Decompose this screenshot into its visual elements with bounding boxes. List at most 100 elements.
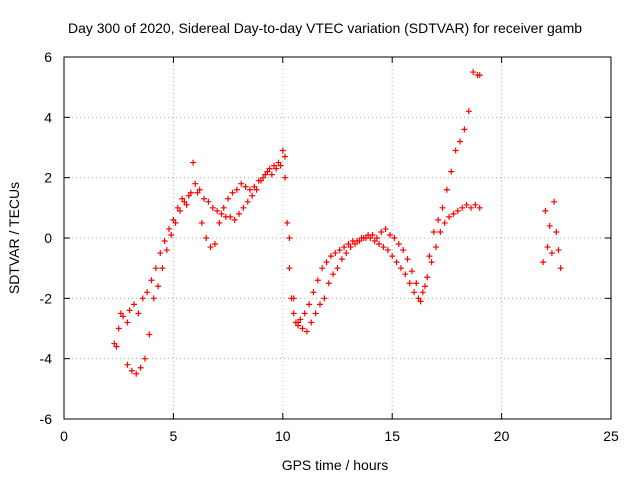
data-point: [393, 259, 400, 266]
data-point: [146, 331, 153, 338]
data-point: [271, 162, 278, 169]
x-tick-label: 5: [170, 428, 178, 444]
data-point: [185, 192, 192, 199]
data-point: [371, 238, 378, 245]
data-point: [161, 238, 168, 245]
data-point: [157, 250, 164, 257]
data-point: [255, 177, 262, 184]
data-point: [290, 310, 297, 317]
data-point: [332, 250, 339, 257]
data-point: [216, 219, 223, 226]
y-axis-label: SDTVAR / TECUs: [6, 182, 22, 294]
data-point: [190, 159, 197, 166]
data-point: [428, 259, 435, 266]
data-point: [181, 198, 188, 205]
data-point: [382, 225, 389, 232]
data-point: [356, 238, 363, 245]
data-point: [297, 316, 304, 323]
axis-ticks: 0 5 10 15 20 25 -6 -4 -2 0 2 4 6: [40, 49, 619, 444]
data-point: [246, 186, 253, 193]
data-point: [376, 241, 383, 248]
data-point: [378, 228, 385, 235]
data-point: [336, 247, 343, 254]
data-point: [400, 247, 407, 254]
data-point: [148, 277, 155, 284]
data-point: [150, 295, 157, 302]
data-point: [174, 204, 181, 211]
data-point: [426, 253, 433, 260]
data-point: [454, 207, 461, 214]
y-tick-label: 4: [44, 109, 52, 125]
data-point: [126, 307, 133, 314]
data-point: [413, 280, 420, 287]
data-point: [268, 171, 275, 178]
data-point: [251, 183, 258, 190]
data-point: [111, 340, 118, 347]
data-point: [229, 189, 236, 196]
data-point: [343, 250, 350, 257]
data-point: [476, 72, 483, 79]
data-point: [406, 280, 413, 287]
chart-title: Day 300 of 2020, Sidereal Day-to-day VTE…: [68, 20, 582, 36]
data-point: [170, 216, 177, 223]
data-point: [218, 210, 225, 217]
data-point: [207, 244, 214, 251]
data-point: [540, 259, 547, 266]
data-point: [264, 168, 271, 175]
data-point: [557, 265, 564, 272]
data-point: [163, 247, 170, 254]
data-point: [117, 310, 124, 317]
data-point: [352, 241, 359, 248]
data-point: [275, 159, 282, 166]
data-point: [131, 301, 138, 308]
data-point: [437, 228, 444, 235]
y-tick-label: -4: [40, 351, 53, 367]
data-point: [273, 165, 280, 172]
data-point: [238, 180, 245, 187]
data-point: [465, 108, 472, 115]
x-tick-label: 0: [60, 428, 68, 444]
data-point: [211, 241, 218, 248]
data-point: [314, 277, 321, 284]
data-point: [220, 204, 227, 211]
x-axis-label: GPS time / hours: [282, 457, 389, 473]
data-point: [124, 361, 131, 368]
data-point: [546, 222, 553, 229]
data-point: [244, 198, 251, 205]
x-tick-label: 15: [384, 428, 400, 444]
data-point: [277, 162, 284, 169]
data-point: [240, 204, 247, 211]
data-point: [544, 244, 551, 251]
data-point: [369, 231, 376, 238]
data-point: [137, 364, 144, 371]
data-point: [424, 274, 431, 281]
data-point: [262, 171, 269, 178]
data-point: [225, 195, 232, 202]
y-tick-label: 0: [44, 230, 52, 246]
data-point: [548, 250, 555, 257]
data-point: [472, 201, 479, 208]
data-point: [192, 180, 199, 187]
data-point: [141, 355, 148, 362]
data-point: [214, 207, 221, 214]
data-point: [286, 265, 293, 272]
data-point: [435, 216, 442, 223]
data-point: [384, 247, 391, 254]
data-point: [310, 289, 317, 296]
data-point: [417, 298, 424, 305]
data-point: [152, 265, 159, 272]
data-point: [387, 231, 394, 238]
data-point: [402, 271, 409, 278]
data-point: [113, 343, 120, 350]
data-point: [542, 207, 549, 214]
data-point: [319, 265, 326, 272]
data-point: [303, 328, 310, 335]
data-point: [133, 370, 140, 377]
data-point: [411, 289, 418, 296]
data-point: [457, 138, 464, 145]
data-point: [299, 325, 306, 332]
data-point: [281, 174, 288, 181]
data-point: [209, 204, 216, 211]
